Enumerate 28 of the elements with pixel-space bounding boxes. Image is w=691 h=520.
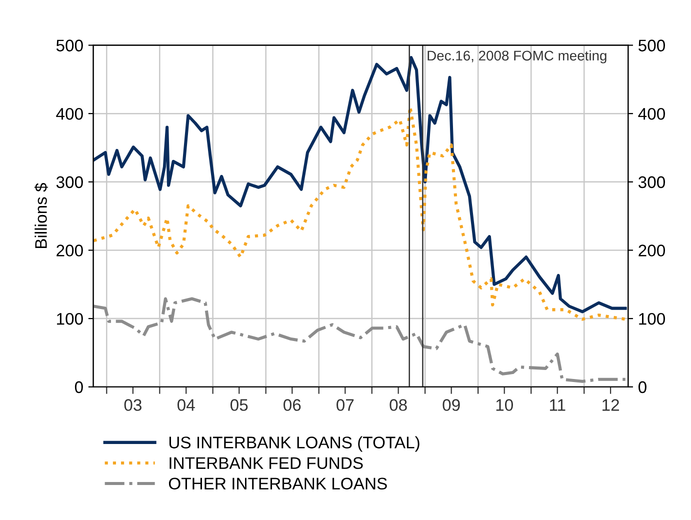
y-axis-title: Billions $ bbox=[34, 182, 48, 248]
x-tick-label: 09 bbox=[442, 399, 460, 411]
y-tick-label: 400 bbox=[56, 108, 83, 120]
x-tick-label: 05 bbox=[230, 399, 248, 411]
x-tick-label: 08 bbox=[390, 399, 407, 411]
y2-tick-label: 0 bbox=[638, 381, 646, 394]
y-tick-label: 200 bbox=[56, 244, 83, 256]
y-tick-label: 300 bbox=[56, 176, 83, 188]
y2-tick-label: 400 bbox=[638, 108, 665, 120]
x-tick-label: 10 bbox=[496, 399, 513, 411]
y-tick-label: 100 bbox=[57, 312, 83, 325]
ref-line-label: Dec.16, 2008 FOMC meeting bbox=[428, 50, 606, 64]
x-tick-label: 03 bbox=[124, 399, 142, 411]
x-tick-label: 12 bbox=[602, 399, 619, 411]
legend-label: US INTERBANK LOANS (TOTAL) bbox=[169, 436, 420, 452]
x-tick-label: 11 bbox=[550, 399, 566, 411]
line-series bbox=[93, 297, 627, 383]
y-tick-label: 0 bbox=[74, 381, 83, 394]
y2-tick-label: 300 bbox=[638, 176, 665, 188]
x-tick-label: 07 bbox=[336, 399, 354, 411]
y2-tick-label: 100 bbox=[639, 312, 665, 325]
x-tick-label: 04 bbox=[177, 399, 195, 411]
y2-tick-label: 500 bbox=[638, 40, 665, 52]
legend-label: OTHER INTERBANK LOANS bbox=[168, 478, 387, 490]
y-tick-label: 500 bbox=[56, 40, 83, 52]
legend-label: INTERBANK FED FUNDS bbox=[170, 457, 363, 469]
x-tick-label: 06 bbox=[284, 399, 301, 411]
y2-tick-label: 200 bbox=[638, 244, 665, 256]
